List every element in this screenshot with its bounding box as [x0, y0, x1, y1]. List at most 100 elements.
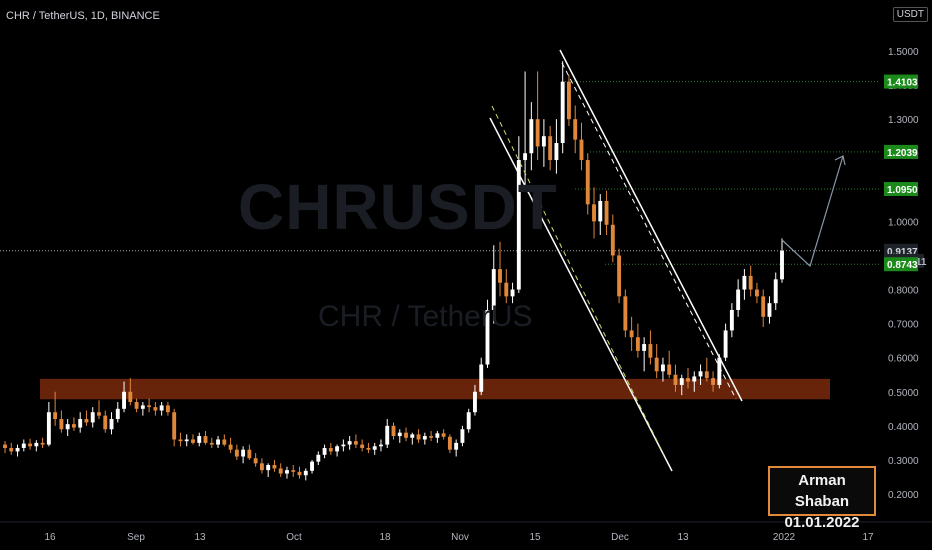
candle-body: [717, 357, 722, 385]
candle-body: [736, 289, 741, 310]
candle-body: [698, 371, 703, 377]
candle-body: [648, 344, 653, 358]
candle-body: [197, 436, 202, 443]
candle-body: [454, 442, 459, 450]
candle-body: [422, 436, 427, 440]
y-tick-label: 0.5000: [888, 388, 919, 399]
price-label: 0.9137: [887, 247, 918, 258]
candle-body: [9, 447, 14, 452]
candle-body: [435, 433, 440, 438]
candle-body: [153, 407, 158, 411]
candle-body: [191, 439, 195, 443]
candle-body: [592, 204, 596, 222]
candle-body: [216, 439, 220, 445]
channel-lower-line: [489, 117, 673, 472]
candle-body: [165, 405, 170, 413]
y-tick-label: 0.2000: [888, 490, 919, 501]
candle-body: [523, 153, 528, 161]
price-label: 1.2039: [887, 148, 918, 159]
candle-body: [504, 282, 509, 297]
candle-body: [272, 465, 277, 469]
y-tick-label: 1.3000: [888, 115, 919, 126]
candle-body: [548, 136, 553, 161]
candle-body: [397, 432, 402, 437]
candle-body: [134, 401, 139, 409]
candle-body: [723, 330, 728, 358]
candle-body: [661, 364, 665, 372]
x-tick-label: Dec: [611, 532, 629, 543]
x-tick-label: Sep: [127, 532, 145, 543]
candle-body: [673, 374, 678, 385]
candle-body: [460, 429, 465, 443]
currency-label[interactable]: USDT: [892, 7, 928, 22]
candle-body: [711, 378, 716, 385]
candle-body: [491, 269, 496, 310]
candle-body: [84, 419, 89, 423]
candle-body: [429, 436, 434, 438]
candle-body: [316, 454, 321, 462]
candle-body: [78, 419, 83, 428]
candle-body: [466, 412, 471, 430]
candle-body: [178, 439, 183, 442]
candle-body: [21, 443, 26, 448]
candle-body: [473, 391, 477, 413]
price-label-box: [884, 144, 918, 159]
candle-body: [754, 289, 759, 297]
candle-body: [761, 296, 766, 317]
candle-body: [654, 357, 659, 372]
candle-body: [172, 412, 177, 440]
projection-arrow-icon: [834, 155, 846, 166]
candle-body: [554, 143, 559, 161]
candle-body: [573, 119, 578, 140]
candle-body: [410, 434, 415, 438]
price-label-box: [884, 182, 918, 197]
candle-body: [40, 442, 45, 445]
candle-body: [322, 447, 327, 455]
candle-body: [222, 439, 227, 445]
candle-body: [341, 444, 346, 447]
y-tick-label: 1.5000: [888, 47, 919, 58]
candle-body: [65, 424, 70, 430]
candle-body: [353, 441, 358, 445]
candle-body: [498, 269, 502, 283]
author-name: Arman Shaban: [794, 472, 850, 510]
candle-body: [291, 470, 296, 472]
channel-inner-dashed-line: [561, 62, 737, 400]
candle-body: [234, 449, 239, 457]
candle-body: [328, 447, 333, 452]
candle-body: [147, 405, 152, 408]
candle-body: [103, 415, 108, 430]
candle-body: [567, 81, 571, 120]
candle-body: [209, 442, 214, 445]
price-label: 1.4103: [887, 78, 918, 89]
y-tick-label: 0.8000: [888, 286, 919, 297]
x-tick-label: 13: [677, 532, 689, 543]
symbol-header: CHR / TetherUS, 1D, BINANCE: [6, 10, 160, 22]
candle-body: [34, 442, 39, 447]
x-tick-label: 16: [44, 532, 56, 543]
candle-body: [679, 378, 684, 385]
candle-body: [441, 433, 446, 437]
candle-body: [203, 436, 208, 443]
candle-body: [184, 439, 189, 442]
candle-body: [560, 81, 565, 144]
candle-body: [667, 364, 672, 375]
price-label-box: [884, 257, 918, 272]
candle-body: [385, 425, 390, 445]
candle-body: [115, 408, 120, 420]
candle-body: [159, 405, 164, 411]
candle-body: [529, 119, 534, 154]
candle-body: [629, 330, 634, 338]
candle-body: [241, 449, 246, 457]
candle-body: [310, 461, 314, 471]
candle-body: [742, 275, 747, 290]
ticker-watermark: CHRUSDT: [238, 171, 558, 243]
candle-body: [391, 425, 396, 437]
candle-body: [485, 309, 490, 365]
y-tick-label: 0.6000: [888, 354, 919, 365]
candle-body: [635, 337, 640, 351]
candle-body: [122, 391, 126, 409]
y-tick-label: 0.4000: [888, 422, 919, 433]
